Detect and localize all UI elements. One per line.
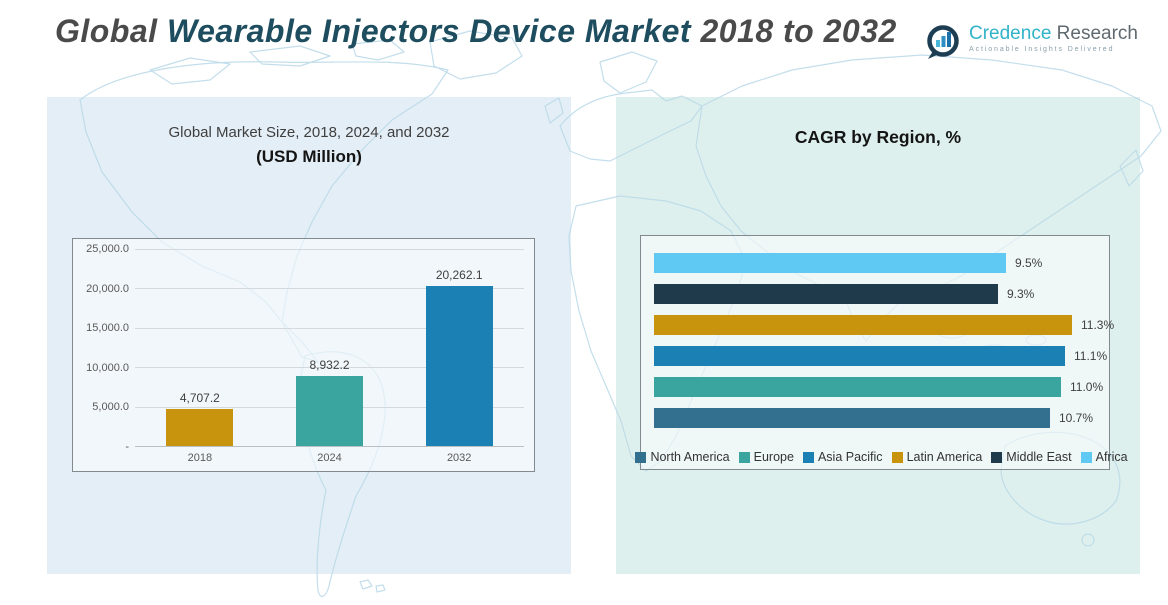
cagr-data-label: 9.3% [1007,287,1035,301]
title-segment-gray-1: Global [55,13,167,49]
legend-item-middle-east: Middle East [991,450,1072,464]
legend-item-asia-pacific: Asia Pacific [802,450,883,464]
bar-group: 20,262.1 [394,249,524,446]
x-axis-category-label: 2018 [187,452,213,464]
logo-wordmark: Credence Research [969,24,1138,44]
cagr-chart-title: CAGR by Region, % [794,127,962,147]
legend-swatch-icon [891,451,903,463]
cagr-bar-latin-america [654,315,1072,335]
cagr-bars: 9.5% 9.3% 11.3% 11.1% 11.0% 10.7% [654,253,1114,428]
market-size-section: Global Market Size, 2018, 2024, and 2032… [47,97,571,574]
x-axis-category-label: 2032 [446,452,472,464]
market-size-x-axis: 2018 2024 2032 [135,452,524,464]
legend-label: North America [650,450,730,464]
logo-brand-secondary: Research [1051,23,1138,44]
cagr-data-label: 9.5% [1015,256,1043,270]
market-size-subtitle: (USD Million) [256,147,362,166]
legend-swatch-icon [802,451,814,463]
cagr-data-label: 11.1% [1074,349,1108,363]
bar-data-label: 4,707.2 [179,390,220,405]
cagr-bar-row: 11.1% [654,346,1109,366]
legend-item-europe: Europe [738,450,794,464]
legend-label: Latin America [906,450,983,464]
credence-research-logo: Credence Research Actionable Insights De… [925,24,1138,61]
cagr-bar-africa [654,253,1006,273]
cagr-bar-row: 11.3% [654,315,1114,335]
logo-text: Credence Research Actionable Insights De… [969,24,1138,54]
y-axis-tick-label: 15,000.0 [86,322,129,335]
y-axis-tick-label: 25,000.0 [86,243,129,255]
cagr-data-label: 11.3% [1081,318,1115,332]
cagr-bar-asia-pacific [654,346,1065,366]
market-size-bars: 4,707.2 8,932.2 20,262.1 [135,249,524,446]
market-size-y-axis: 25,000.0 20,000.0 15,000.0 10,000.0 5,000.0 - [79,243,135,453]
bar-data-label: 20,262.1 [435,268,483,283]
legend-item-north-america: North America [635,450,730,464]
market-size-plot-area: 4,707.2 8,932.2 20,262.1 [135,249,524,447]
x-axis-category-label: 2024 [317,452,342,464]
market-size-chart-title: Global Market Size, 2018, 2024, and 2032… [47,124,571,167]
legend-label: Africa [1095,450,1128,464]
gridline [135,327,524,329]
market-size-title-line: Global Market Size, 2018, 2024, and 2032 [168,124,450,141]
legend-label: Europe [753,450,794,464]
legend-swatch-icon [738,451,750,463]
logo-brand-primary: Credence [969,23,1052,44]
y-axis-tick-label: - [125,441,129,453]
cagr-data-label: 11.0% [1070,380,1104,394]
cagr-bar-row: 11.0% [654,377,1109,397]
title-segment-gray-2: 2018 to 2032 [700,13,897,49]
cagr-bar-row: 9.5% [654,253,1109,273]
bar-data-label: 8,932.2 [309,357,350,372]
bar-2032 [425,286,493,446]
cagr-bar-row: 9.3% [654,284,1109,304]
legend-swatch-icon [1080,451,1092,463]
legend-item-africa: Africa [1080,450,1128,464]
bar-group: 8,932.2 [265,249,395,446]
gridline [135,288,524,290]
cagr-chart: 9.5% 9.3% 11.3% 11.1% 11.0% 10.7% North Ameri… [635,235,1128,470]
legend-item-latin-america: Latin America [891,450,983,464]
bar-2024 [296,375,363,446]
logo-chart-bubble-icon [927,25,959,59]
y-axis-tick-label: 10,000.0 [86,361,129,374]
cagr-bar-middle-east [654,284,998,304]
market-size-plot-row: 25,000.0 20,000.0 15,000.0 10,000.0 5,000.0 -… [79,243,524,453]
legend-label: Asia Pacific [817,450,883,464]
gridline [135,367,524,369]
cagr-bar-row: 10.7% [654,408,1109,428]
cagr-section: CAGR by Region, % 9.5% 9.3% 11.3% 11.1% 11.0… [616,97,1140,574]
title-segment-teal: Wearable Injectors Device Market [166,13,701,49]
page-title: Global Wearable Injectors Device Market … [55,10,935,52]
cagr-data-label: 10.7% [1059,411,1094,425]
logo-tagline: Actionable Insights Delivered [969,46,1115,53]
y-axis-tick-label: 20,000.0 [86,282,129,295]
bar-group: 4,707.2 [135,249,265,446]
bar-2018 [166,408,234,446]
cagr-bar-europe [654,377,1061,397]
legend-label: Middle East [1006,450,1072,464]
legend-swatch-icon [991,451,1003,463]
gridline [135,249,524,250]
y-axis-tick-label: 5,000.0 [92,401,129,414]
cagr-legend: North America Europe Asia Pacific Latin Ame… [635,450,1128,464]
market-size-chart: 25,000.0 20,000.0 15,000.0 10,000.0 5,000.0 -… [72,238,535,472]
cagr-bar-north-america [654,408,1050,428]
legend-swatch-icon [635,451,647,463]
